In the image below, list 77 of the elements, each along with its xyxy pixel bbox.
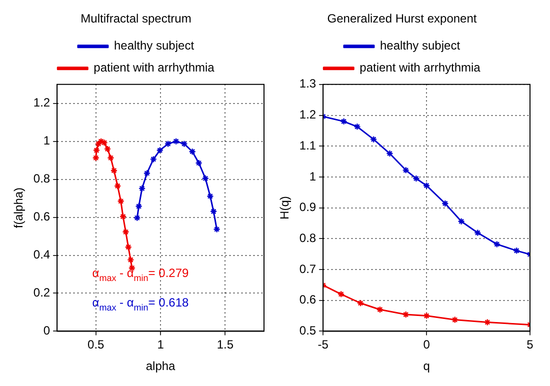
- point: [150, 156, 158, 163]
- x-axis-title: q: [423, 359, 430, 374]
- y-tick-label: 0: [43, 324, 50, 338]
- y-tick-label: 1.2: [299, 108, 316, 122]
- point: [202, 174, 210, 182]
- y-tick-label: 0.8: [33, 172, 50, 186]
- point: [354, 123, 361, 130]
- point: [143, 170, 151, 177]
- point: [442, 200, 449, 208]
- point: [107, 154, 114, 162]
- y-tick-label: 0.8: [299, 230, 316, 245]
- y-tick-label: 0.4: [33, 248, 50, 262]
- y-axis-title: f(alpha): [12, 187, 26, 228]
- point: [172, 138, 180, 145]
- point: [195, 159, 202, 167]
- point: [402, 310, 410, 318]
- y-tick-label: 0.5: [299, 324, 316, 338]
- point: [422, 312, 430, 320]
- point: [97, 138, 105, 145]
- point: [340, 118, 348, 126]
- point: [104, 145, 112, 153]
- point: [337, 290, 345, 298]
- legend-label: healthy subject: [114, 38, 195, 53]
- y-tick-label: 0.2: [33, 286, 50, 300]
- legend-label: patient with arrhythmia: [94, 60, 215, 75]
- y-tick-label: 1.3: [299, 76, 316, 91]
- point: [402, 166, 410, 174]
- point: [156, 146, 164, 154]
- point: [412, 174, 420, 182]
- y-tick-label: 0.6: [33, 210, 50, 224]
- x-tick-label: 1.5: [216, 338, 234, 352]
- point: [110, 166, 118, 174]
- point: [92, 146, 100, 154]
- point: [422, 182, 430, 190]
- point: [210, 208, 218, 216]
- x-tick-label: -5: [318, 338, 329, 352]
- point: [164, 140, 172, 148]
- y-tick-label: 1.2: [33, 96, 50, 110]
- point: [458, 218, 465, 225]
- y-tick-label: 1: [309, 169, 316, 184]
- point: [493, 240, 500, 248]
- point: [484, 318, 491, 326]
- point: [94, 140, 102, 148]
- point: [370, 136, 378, 143]
- point: [206, 192, 214, 200]
- point: [474, 229, 482, 236]
- point: [451, 316, 458, 324]
- y-axis-title: H(q): [278, 196, 292, 220]
- point: [188, 148, 196, 156]
- y-tick-label: 0.6: [299, 292, 316, 307]
- point: [114, 182, 122, 190]
- y-tick-label: 1.1: [299, 138, 316, 152]
- point: [512, 247, 520, 254]
- point: [124, 244, 132, 251]
- x-axis-title: alpha: [146, 359, 176, 374]
- chart-title: Generalized Hurst exponent: [327, 12, 478, 26]
- legend-label: healthy subject: [380, 38, 461, 53]
- y-tick-label: 0.7: [299, 262, 316, 276]
- point: [356, 300, 364, 307]
- point: [180, 140, 188, 148]
- y-tick-label: 0.9: [299, 200, 316, 214]
- point: [138, 184, 146, 192]
- chart-title: Multifractal spectrum: [80, 12, 192, 26]
- point: [386, 150, 394, 158]
- x-tick-label: 5: [526, 338, 534, 352]
- point: [376, 306, 384, 314]
- point: [100, 139, 108, 146]
- point: [119, 212, 127, 220]
- y-tick-label: 1: [43, 134, 50, 148]
- point: [127, 256, 134, 264]
- point: [117, 198, 124, 205]
- x-tick-label: 0: [423, 338, 430, 352]
- x-tick-label: 1: [157, 338, 164, 352]
- point: [135, 202, 142, 210]
- x-tick-label: 0.5: [88, 338, 105, 352]
- point: [122, 228, 130, 236]
- legend-label: patient with arrhythmia: [360, 60, 481, 75]
